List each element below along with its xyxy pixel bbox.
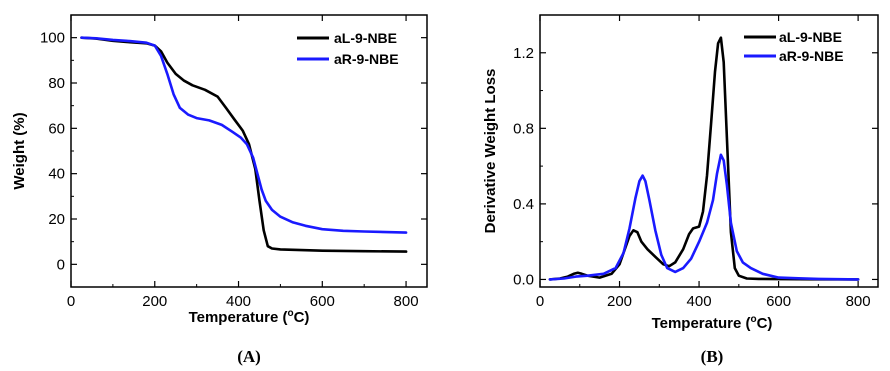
x-axis-label-b-main: Temperature (	[652, 315, 751, 332]
chart-panel-a: 0 200 400 600 800 0 20 40 60 80 100 Weight (%) Tem…	[11, 14, 428, 366]
series-line-a-1	[80, 36, 408, 234]
y-axis-label-b: Derivative Weight Loss	[482, 69, 499, 234]
y-axis-label-a: Weight (%)	[11, 112, 28, 189]
legend-b-label-0: aL-9-NBE	[779, 29, 842, 45]
x-axis-label-a-end: C)	[294, 309, 310, 326]
x-tick-label-b: 0	[536, 293, 544, 310]
x-axis-label-a: Temperature (oC)	[189, 308, 310, 326]
y-tick-label-b: 1.2	[513, 45, 534, 62]
ticks-a: 0 200 400 600 800 0 20 40 60 80 100	[40, 15, 427, 310]
y-tick-label-a: 60	[48, 120, 65, 137]
x-tick-label-a: 400	[226, 293, 251, 310]
series-b	[548, 36, 860, 281]
x-axis-label-b: Temperature (oC)	[652, 314, 773, 332]
y-tick-label-b: 0.0	[513, 271, 534, 288]
x-tick-label-a: 800	[394, 293, 419, 310]
panel-label-b: (B)	[701, 347, 724, 366]
x-axis-label-b-deg: o	[750, 314, 756, 325]
series-a	[80, 36, 408, 253]
legend-a-label-0: aL-9-NBE	[334, 30, 397, 46]
series-line-b-0	[548, 36, 860, 281]
legend-a-label-1: aR-9-NBE	[334, 51, 399, 67]
panel-label-a: (A)	[237, 347, 261, 366]
y-tick-label-a: 20	[48, 211, 65, 228]
y-tick-label-b: 0.8	[513, 120, 534, 137]
chart-panel-b: 0 200 400 600 800 0.0 0.4 0.8 1.2 Derivative Wei…	[482, 14, 879, 366]
series-line-b-1	[548, 153, 860, 281]
series-line-a-0	[80, 36, 408, 253]
x-axis-label-a-main: Temperature (	[189, 309, 288, 326]
x-axis-label-b-end: C)	[757, 315, 773, 332]
y-tick-label-a: 100	[40, 30, 65, 47]
y-tick-label-a: 40	[48, 166, 65, 183]
x-tick-label-b: 600	[766, 293, 791, 310]
x-tick-label-a: 600	[310, 293, 335, 310]
y-tick-label-a: 0	[57, 256, 65, 273]
x-tick-label-b: 400	[687, 293, 712, 310]
legend-a: aL-9-NBE aR-9-NBE	[297, 30, 399, 67]
ticks-b: 0 200 400 600 800 0.0 0.4 0.8 1.2	[513, 15, 878, 310]
y-tick-label-a: 80	[48, 75, 65, 92]
y-tick-label-b: 0.4	[513, 196, 534, 213]
legend-b: aL-9-NBE aR-9-NBE	[744, 29, 844, 64]
plot-frame-b	[539, 14, 879, 288]
x-tick-label-a: 0	[67, 293, 75, 310]
x-axis-label-a-deg: o	[287, 308, 293, 319]
x-tick-label-b: 800	[846, 293, 871, 310]
x-tick-label-a: 200	[142, 293, 167, 310]
legend-b-label-1: aR-9-NBE	[779, 48, 844, 64]
x-tick-label-b: 200	[607, 293, 632, 310]
